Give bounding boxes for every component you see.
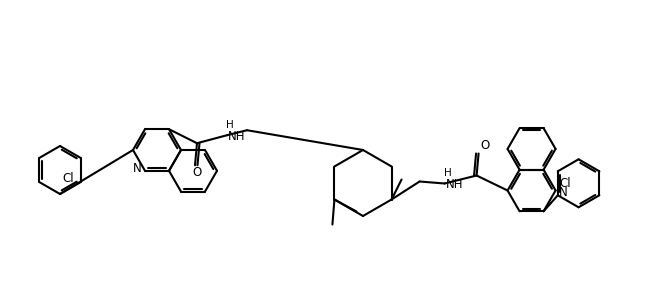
Text: O: O	[480, 139, 490, 152]
Text: N: N	[133, 162, 142, 175]
Text: H: H	[226, 120, 234, 130]
Text: Cl: Cl	[62, 173, 74, 186]
Text: Cl: Cl	[560, 177, 572, 190]
Text: H: H	[444, 168, 452, 178]
Text: NH: NH	[228, 130, 245, 143]
Text: NH: NH	[446, 178, 463, 191]
Text: O: O	[192, 166, 202, 179]
Text: N: N	[559, 186, 567, 199]
